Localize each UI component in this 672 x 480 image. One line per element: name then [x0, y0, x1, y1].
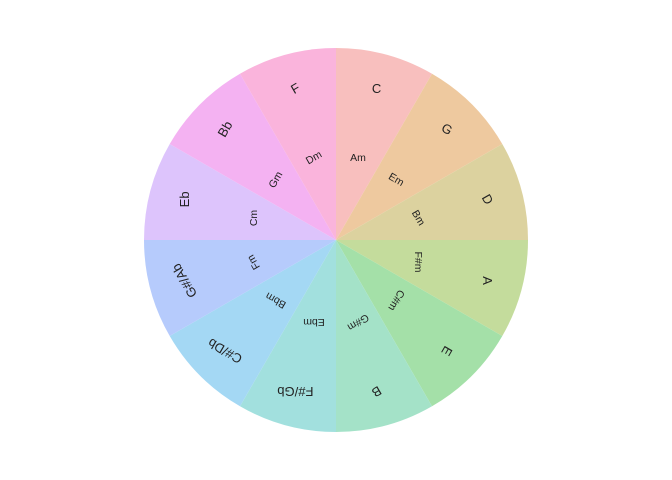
segment-d — [336, 144, 528, 240]
major-key-label-c: C — [372, 81, 381, 96]
segment-eb — [144, 144, 336, 240]
segment-bb — [169, 73, 336, 240]
minor-key-label-fsharpm: F#m — [412, 252, 424, 273]
major-key-label-fsharp-gb: F#/Gb — [277, 384, 313, 399]
segment-gsharp-ab — [144, 240, 336, 336]
major-key-label-bb: Bb — [215, 118, 236, 139]
major-key-label-eb: Eb — [177, 191, 192, 207]
major-key-label-a: A — [480, 276, 495, 285]
segment-b — [336, 240, 432, 432]
minor-key-label-cm: Cm — [248, 210, 260, 227]
segment-fsharp-gb — [240, 240, 336, 432]
segment-g — [336, 73, 503, 240]
segment-f — [240, 48, 336, 240]
minor-key-label-am: Am — [350, 152, 366, 164]
segment-a — [336, 240, 528, 336]
minor-key-label-ebm: Ebm — [303, 316, 325, 328]
segment-e — [336, 240, 503, 407]
segment-csharp-db — [169, 240, 336, 407]
segment-c — [336, 48, 432, 240]
